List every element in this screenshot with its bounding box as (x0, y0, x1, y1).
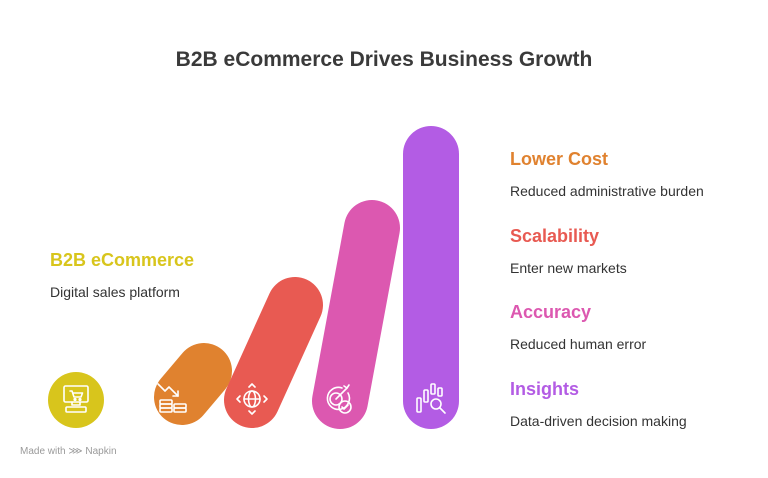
coins-down-icon (157, 383, 187, 413)
made-with-label: Made with (20, 446, 66, 457)
outcome-description: Reduced administrative burden (510, 183, 704, 199)
bar-accuracy (312, 200, 400, 429)
start-heading: B2B eCommerce (50, 250, 195, 270)
made-with-credit: Made with ⋙ Napkin (20, 446, 117, 457)
napkin-logo-icon: ⋙ (68, 446, 83, 457)
outcome-description: Reduced human error (510, 336, 647, 352)
bar-scalability (224, 277, 323, 428)
globe-arrows-icon (236, 383, 268, 415)
outcome-description: Data-driven decision making (510, 413, 687, 429)
outcome-heading: Scalability (510, 226, 600, 246)
start-description: Digital sales platform (50, 284, 180, 300)
outcome-description: Enter new markets (510, 260, 627, 276)
page-title: B2B eCommerce Drives Business Growth (175, 48, 593, 71)
outcome-heading: Insights (510, 379, 580, 399)
target-check-icon (326, 384, 352, 414)
computer-cart-icon (63, 385, 89, 413)
brand-label: Napkin (85, 446, 117, 457)
outcome-heading: Lower Cost (510, 149, 609, 169)
outcome-heading: Accuracy (510, 302, 592, 322)
chart-search-icon (416, 383, 446, 414)
bar-lower-cost (154, 343, 232, 425)
